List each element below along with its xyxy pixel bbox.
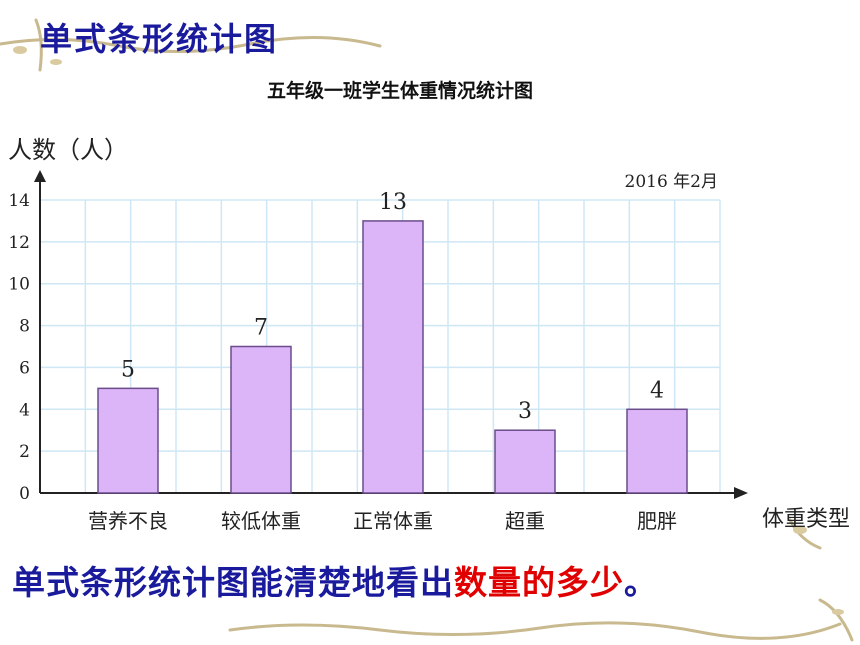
slide-title: 单式条形统计图: [40, 20, 279, 58]
y-tick-label: 2: [19, 442, 30, 462]
bar: [230, 345, 292, 494]
summary-text: 单式条形统计图能清楚地看出数量的多少。: [12, 556, 658, 604]
y-axis-arrow: [34, 170, 46, 182]
bar-chart: 0 2 4 6 8 10 12 14 人数（人） 体重类型 2016 年2月 5 营养不良 7 较低体重 13…: [8, 136, 850, 533]
bar: [97, 387, 159, 494]
bar-value-label: 3: [518, 399, 532, 424]
bar: [362, 220, 424, 494]
category-label: 超重: [505, 509, 545, 533]
summary-end: 。: [624, 563, 658, 602]
category-label: 营养不良: [88, 509, 168, 533]
y-tick-label: 10: [8, 275, 30, 295]
y-tick-label: 8: [19, 317, 30, 337]
bar-value-label: 5: [121, 357, 135, 382]
category-label: 正常体重: [353, 509, 433, 533]
y-tick-label: 6: [19, 358, 30, 378]
bar-value-label: 4: [650, 378, 664, 403]
category-label: 较低体重: [221, 509, 301, 533]
y-tick-label: 12: [8, 233, 30, 253]
y-tick-label: 4: [19, 400, 30, 420]
bar-value-label: 7: [254, 316, 268, 341]
date-note: 2016 年2月: [625, 172, 718, 192]
bar: [626, 408, 688, 494]
y-axis-label: 人数（人）: [8, 136, 128, 164]
category-label: 肥胖: [637, 509, 677, 533]
y-tick-label: 0: [19, 484, 30, 504]
x-axis-arrow: [734, 487, 748, 499]
y-tick-label: 14: [8, 191, 30, 211]
chart-title: 五年级一班学生体重情况统计图: [266, 80, 533, 102]
summary-main: 单式条形统计图能清楚地看出: [12, 563, 454, 602]
bar-value-label: 13: [379, 190, 407, 215]
x-axis-label: 体重类型: [762, 507, 850, 532]
bar: [494, 429, 556, 494]
summary-highlight: 数量的多少: [454, 563, 624, 602]
